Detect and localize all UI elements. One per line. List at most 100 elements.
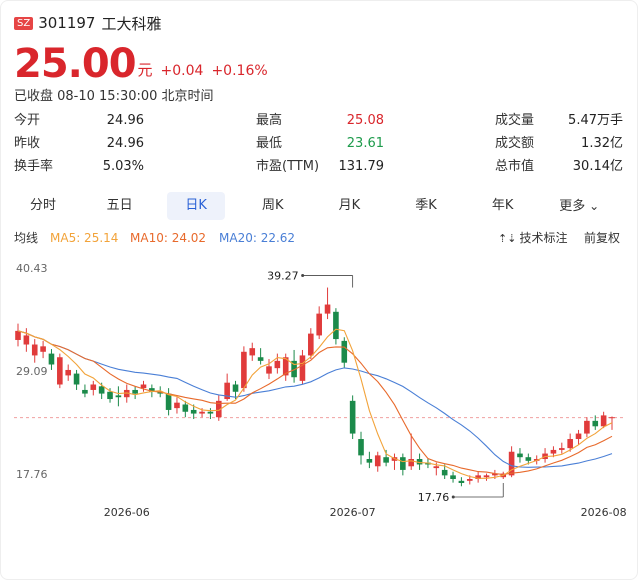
tab-1[interactable]: 五日 — [91, 192, 149, 220]
candle-body — [190, 409, 197, 414]
stats-grid: 今开 24.96 昨收 24.96 换手率 5.03% 最高 25.08 最低 23.61 市盈(T… — [14, 110, 624, 180]
stat-3: 最高 25.08 — [256, 110, 384, 132]
candle-body — [107, 391, 113, 400]
candle-body — [291, 360, 297, 378]
candle-body — [308, 333, 314, 356]
ma10-line — [17, 330, 613, 476]
candle-body — [483, 475, 490, 478]
candle-body — [341, 340, 348, 363]
tab-7[interactable]: 更多 ⌄ — [550, 192, 608, 220]
stat-label: 今开 — [14, 113, 41, 128]
candle-body — [433, 466, 440, 469]
candle-body — [584, 420, 590, 434]
candle-body — [559, 448, 565, 450]
tech-annotation-toggle[interactable]: ⇡⇣ 技术标注 — [498, 229, 567, 248]
candle-body — [48, 353, 55, 365]
price-change-pct: +0.16% — [211, 63, 268, 79]
y-tick-label: 29.09 — [16, 365, 48, 378]
price-change: +0.04 — [160, 63, 204, 79]
candle-body — [466, 479, 473, 481]
candle-body — [57, 357, 63, 385]
annotation-label: 17.76 — [418, 491, 450, 504]
candle-body — [123, 389, 130, 398]
stat-value: 131.79 — [338, 159, 385, 174]
ma-legend: 均线 MA5: 25.14 MA10: 24.02 MA20: 22.62 ⇡⇣… — [14, 229, 626, 247]
x-tick-label: 2026-08 — [581, 506, 627, 519]
candle-body — [416, 459, 423, 465]
tab-0[interactable]: 分时 — [14, 192, 72, 220]
price-unit: 元 — [137, 61, 153, 79]
adjust-button[interactable]: 前复权 — [584, 231, 621, 245]
stat-label: 最高 — [256, 113, 283, 128]
candle-body — [441, 469, 448, 476]
stat-1: 昨收 24.96 — [14, 133, 144, 155]
candle-body — [550, 449, 557, 454]
tech-annotation-label: 技术标注 — [519, 231, 568, 245]
ma-title: 均线 — [14, 231, 39, 245]
stat-label: 市盈(TTM) — [256, 159, 320, 174]
candle-body — [174, 402, 180, 409]
candle-body — [450, 475, 456, 480]
candle-body — [525, 457, 532, 461]
stat-6: 成交量 5.47万手 — [495, 110, 623, 132]
tab-5[interactable]: 季K — [397, 192, 455, 220]
market-badge: SZ — [14, 16, 34, 30]
annotation-dot — [301, 274, 305, 278]
candle-body — [249, 348, 256, 356]
candle-body — [90, 384, 97, 390]
stat-label: 最低 — [256, 136, 283, 151]
kline-chart[interactable]: 40.43 29.09 17.76 39.27 17.76 2026-06 2026-07 2… — [0, 250, 638, 525]
candle-body — [349, 400, 356, 434]
candle-body — [492, 473, 498, 476]
tab-6[interactable]: 年K — [474, 192, 532, 220]
stat-value: 1.32亿 — [581, 136, 623, 151]
candle-body — [157, 391, 164, 394]
candle-body — [207, 411, 214, 414]
period-tabs: 分时 五日 日K 周K 月K 季K 年K 更多 ⌄ — [14, 190, 626, 222]
stat-value: 24.96 — [106, 136, 144, 151]
candle-body — [132, 389, 138, 394]
candle-body — [458, 480, 465, 483]
x-tick-label: 2026-07 — [330, 506, 376, 519]
candle-body — [333, 311, 339, 340]
chevron-down-icon: ⌄ — [585, 199, 600, 213]
candle-body — [517, 453, 523, 458]
tab-label: 更多 — [559, 199, 586, 214]
candle-body — [98, 386, 105, 394]
ma5-value: MA5: 25.14 — [50, 231, 119, 245]
price-row: 25.00 元 +0.04 +0.16% — [14, 40, 268, 84]
candle-body — [40, 346, 46, 352]
stat-label: 成交量 — [495, 113, 535, 128]
ma20-value: MA20: 22.62 — [219, 231, 296, 245]
candle-body — [199, 411, 205, 414]
stat-value: 30.14亿 — [572, 159, 623, 174]
candle-body — [224, 382, 230, 400]
stat-value: 25.08 — [346, 113, 384, 128]
tab-label: 分时 — [29, 198, 56, 213]
candle-body — [299, 355, 306, 381]
stock-header: SZ 301197 工大科雅 — [14, 12, 161, 34]
tab-3[interactable]: 周K — [244, 192, 302, 220]
candle-body — [241, 351, 247, 389]
tab-4[interactable]: 月K — [320, 192, 378, 220]
tab-label: 周K — [262, 198, 284, 213]
stat-value: 5.03% — [102, 159, 144, 174]
candle-body — [140, 384, 147, 389]
candle-body — [182, 404, 189, 412]
tab-2[interactable]: 日K — [167, 192, 226, 220]
candle-body — [575, 433, 582, 440]
candle-body — [65, 369, 71, 376]
y-tick-label: 40.43 — [16, 262, 48, 275]
tech-annotation-icon: ⇡⇣ — [498, 232, 517, 245]
stat-label: 昨收 — [14, 136, 41, 151]
annotation-label: 39.27 — [267, 270, 299, 283]
y-tick-label: 17.76 — [16, 468, 48, 481]
candle-body — [358, 439, 364, 456]
candle-body — [266, 366, 272, 374]
stat-label: 成交额 — [495, 136, 535, 151]
candle-body — [374, 455, 381, 467]
stat-label: 总市值 — [495, 159, 535, 174]
candle-body — [567, 439, 573, 449]
candle-body — [383, 457, 389, 463]
